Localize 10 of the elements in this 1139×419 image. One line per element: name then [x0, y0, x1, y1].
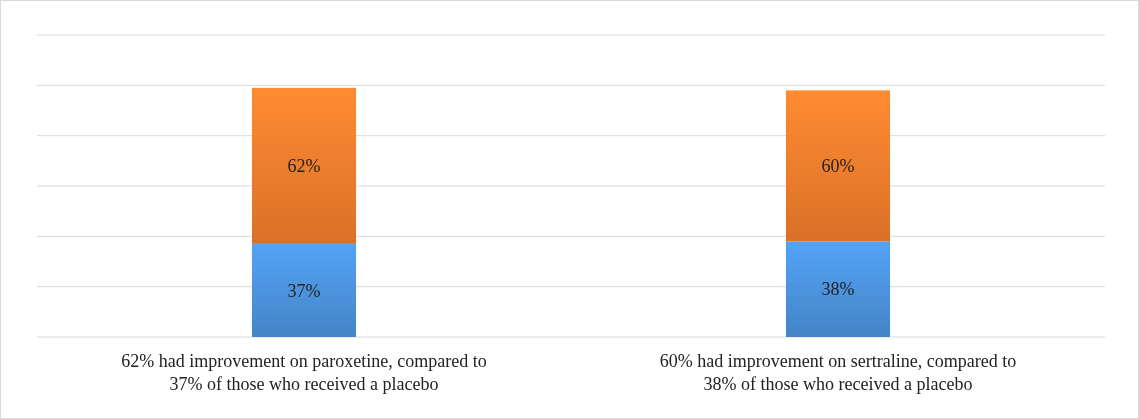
data-label: 60% [821, 156, 855, 177]
bar [251, 243, 357, 337]
data-label: 62% [287, 156, 321, 177]
x-tick-label: 62% had improvement on paroxetine, compared to 37% of those who received a placebo [121, 351, 487, 394]
x-tick-label: 60% had improvement on sertraline, compared to 38% of those who received a placebo [659, 351, 1017, 394]
data-label: 37% [287, 280, 321, 301]
data-label: 38% [821, 279, 855, 300]
bar [785, 241, 891, 337]
bar [251, 87, 357, 244]
bar [785, 90, 891, 242]
